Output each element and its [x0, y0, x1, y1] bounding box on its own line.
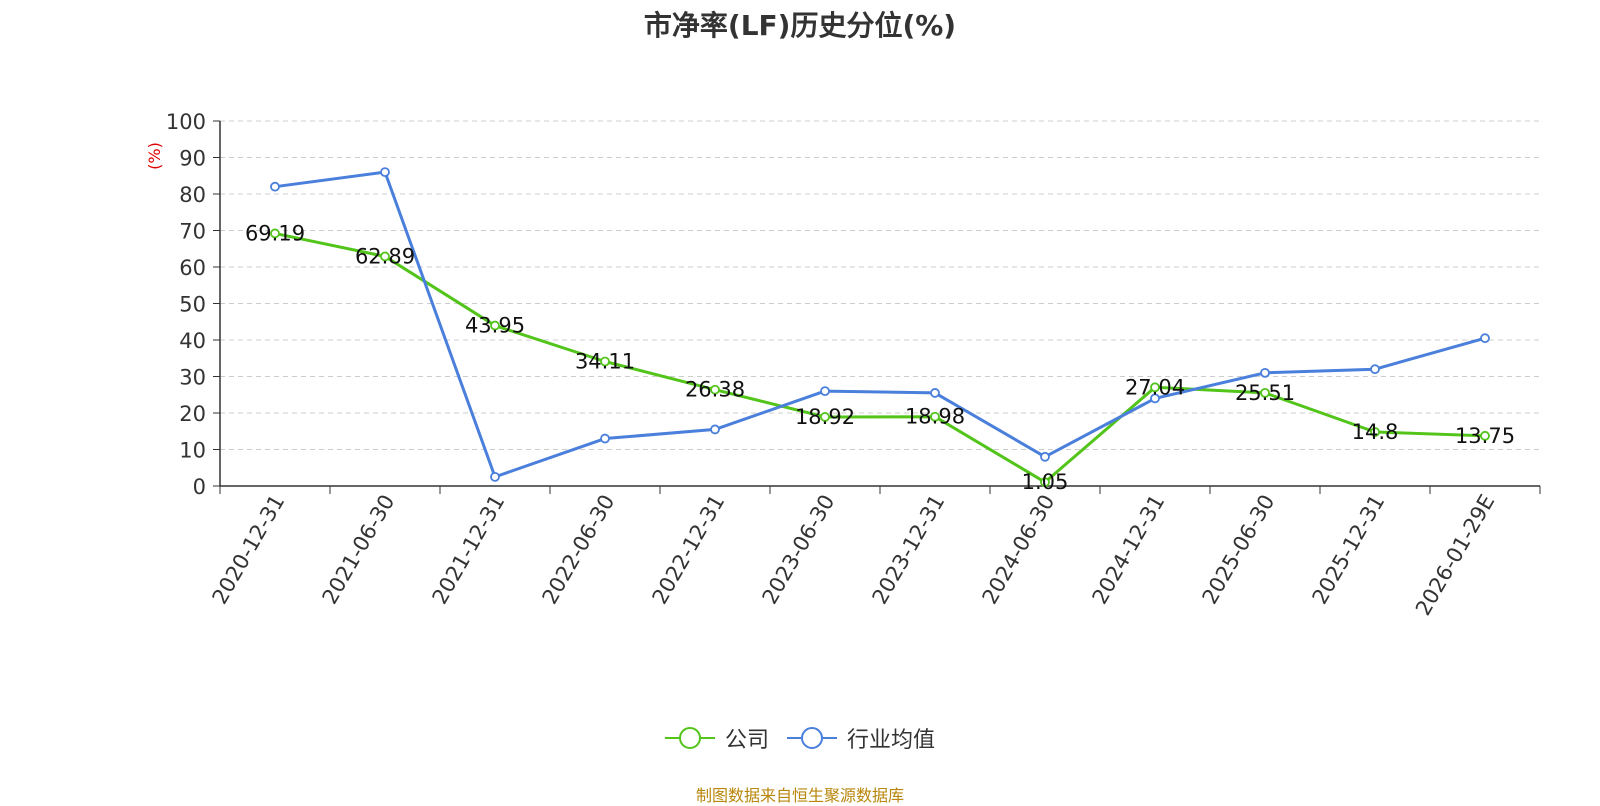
legend-item-industry-average[interactable]: 行业均值 [787, 722, 935, 754]
data-label: 14.8 [1352, 420, 1399, 444]
data-point-company [930, 411, 940, 422]
data-point-company [1480, 430, 1490, 441]
y-tick-label: 80 [179, 183, 206, 207]
y-tick-label: 10 [179, 439, 206, 463]
x-tick-label: 2020-12-31 [208, 491, 290, 609]
legend-company-marker-icon [664, 727, 715, 749]
x-tick-label: 2023-12-31 [868, 491, 950, 609]
source-note: 制图数据来自恒生聚源数据库 [695, 786, 904, 805]
series-line-industry-average [274, 170, 1486, 479]
chart-title: 市净率(LF)历史分位(%) [643, 9, 957, 42]
x-tick-label: 2025-12-31 [1308, 491, 1390, 609]
data-label: 27.04 [1125, 375, 1185, 399]
data-point-industry-average [820, 386, 830, 397]
data-label: 18.92 [795, 405, 855, 429]
data-label: 69.19 [245, 221, 305, 245]
series [270, 167, 1490, 488]
data-label: 62.89 [355, 244, 415, 268]
legend-industry-marker-icon [787, 727, 837, 749]
data-labels: 69.19 62.89 43.95 34.11 26.38 18.92 18.98 1.05 2… [245, 221, 1515, 494]
data-point-company [380, 251, 390, 262]
x-tick-label: 2022-06-30 [538, 491, 620, 609]
y-tick-label: 60 [179, 256, 206, 280]
legend-label-company: 公司 [724, 728, 769, 753]
data-label: 43.95 [465, 314, 525, 338]
data-label: 34.11 [575, 349, 635, 373]
y-tick-label: 70 [179, 220, 206, 244]
x-tick-label: 2021-06-30 [318, 491, 400, 609]
data-point-industry-average [1040, 451, 1050, 462]
y-tick-label: 20 [179, 402, 206, 426]
x-tick-label: 2025-06-30 [1198, 491, 1280, 609]
x-tick-label: 2026-01-29E [1411, 491, 1499, 620]
data-label: 18.98 [905, 405, 965, 429]
data-point-company [1370, 427, 1380, 437]
x-tick-label: 2024-12-31 [1088, 491, 1170, 609]
data-point-company [1040, 477, 1050, 488]
x-tick-label: 2021-12-31 [428, 491, 510, 609]
data-point-industry-average [270, 181, 280, 192]
y-tick-label: 100 [166, 110, 206, 134]
y-tick-label: 0 [193, 475, 206, 499]
y-tick-label: 90 [179, 147, 206, 171]
y-tick-label: 50 [179, 293, 206, 317]
x-tick-label: 2023-06-30 [758, 491, 840, 609]
data-point-company [1260, 387, 1270, 398]
data-label: 13.75 [1455, 424, 1515, 448]
y-tick-label: 30 [179, 366, 206, 390]
data-point-company [270, 228, 280, 239]
data-point-company [710, 384, 720, 395]
data-point-industry-average [490, 471, 500, 482]
legend-item-company[interactable]: 公司 [664, 722, 769, 754]
grid-lines [220, 120, 1540, 450]
data-point-company [600, 356, 610, 367]
series-line-company [274, 231, 1486, 484]
data-label: 26.38 [685, 378, 745, 402]
legend-label-industry-average: 行业均值 [847, 728, 936, 753]
data-point-company [820, 412, 830, 422]
data-point-industry-average [710, 424, 720, 435]
y-axis-label: (%) [145, 142, 164, 170]
x-tick-label: 2022-12-31 [648, 491, 730, 609]
data-point-industry-average [380, 167, 390, 178]
data-label: 25.51 [1235, 381, 1295, 405]
data-point-industry-average [600, 433, 610, 444]
data-point-industry-average [1150, 393, 1160, 404]
data-point-company [1150, 382, 1160, 393]
data-point-industry-average [1370, 364, 1380, 375]
legend: 公司 行业均值 [0, 722, 1600, 754]
data-point-industry-average [930, 388, 940, 398]
axes: 0 10 20 30 40 50 60 70 80 90 100 2020-12-31 2021-06-… [166, 110, 1541, 620]
data-point-company [490, 320, 500, 331]
data-point-industry-average [1260, 367, 1270, 378]
y-tick-label: 40 [179, 329, 206, 353]
x-tick-label: 2024-06-30 [978, 491, 1060, 609]
data-label: 1.05 [1022, 470, 1069, 494]
data-point-industry-average [1480, 333, 1490, 344]
